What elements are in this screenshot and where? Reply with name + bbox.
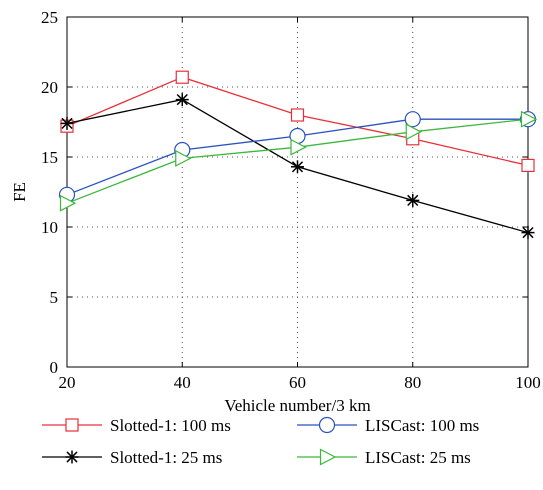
y-tick-label-20: 20: [41, 78, 58, 97]
legend-marker-1: [65, 450, 79, 464]
data-point-s1-x20: [60, 116, 74, 130]
data-point-s1-x40: [175, 93, 189, 107]
legend-label-0: Slotted-1: 100 ms: [110, 416, 231, 435]
x-tick-label-100: 100: [515, 373, 541, 392]
data-point-s3-x20: [59, 194, 77, 212]
y-tick-label-0: 0: [50, 358, 59, 377]
x-tick-label-20: 20: [59, 373, 76, 392]
data-point-s1-x80: [406, 193, 420, 207]
tick-labels: 20 40 60 80 100 0 5 10 15 20 25: [41, 8, 541, 392]
legend-marker-3: [319, 448, 337, 466]
legend-item-1: Slotted-1: 25 ms: [42, 448, 222, 467]
data-point-s0-x100: [521, 158, 535, 172]
data-point-s0-x40: [175, 70, 189, 84]
series-0: [60, 70, 535, 172]
legend-marker-2: [318, 416, 336, 434]
data-point-s3-x60: [290, 138, 307, 156]
series-layer: [58, 70, 538, 240]
series-1: [60, 93, 535, 240]
legend-item-0: Slotted-1: 100 ms: [42, 416, 231, 435]
y-tick-label-5: 5: [50, 288, 59, 307]
legend-label-1: Slotted-1: 25 ms: [110, 448, 222, 467]
x-tick-label-80: 80: [404, 373, 421, 392]
y-axis-label: FE: [10, 182, 29, 202]
y-tick-label-25: 25: [41, 8, 58, 27]
data-point-s3-x40: [175, 149, 192, 167]
data-point-s3-x100: [520, 110, 538, 128]
data-point-s0-x60: [290, 108, 305, 122]
series-3: [59, 110, 538, 212]
data-point-s1-x100: [521, 226, 535, 240]
legend-item-2: LISCast: 100 ms: [297, 416, 479, 435]
legend-label-3: LISCast: 25 ms: [365, 448, 471, 467]
axis-ticks: [66, 16, 529, 368]
y-tick-label-15: 15: [41, 148, 58, 167]
x-axis-label: Vehicle number/3 km: [224, 396, 370, 415]
grid-lines: [67, 17, 528, 367]
series-2: [58, 111, 537, 203]
legend-label-2: LISCast: 100 ms: [365, 416, 479, 435]
legend-marker-0: [65, 418, 79, 432]
legend: Slotted-1: 100 ms Slotted-1: 25 ms LISCast…: [42, 416, 479, 467]
x-tick-label-60: 60: [289, 373, 306, 392]
y-tick-label-10: 10: [41, 218, 58, 237]
data-point-s3-x80: [405, 123, 423, 141]
data-point-s1-x60: [291, 160, 304, 174]
data-point-s2-x80: [404, 111, 421, 128]
x-tick-label-40: 40: [174, 373, 191, 392]
legend-item-3: LISCast: 25 ms: [297, 448, 471, 467]
